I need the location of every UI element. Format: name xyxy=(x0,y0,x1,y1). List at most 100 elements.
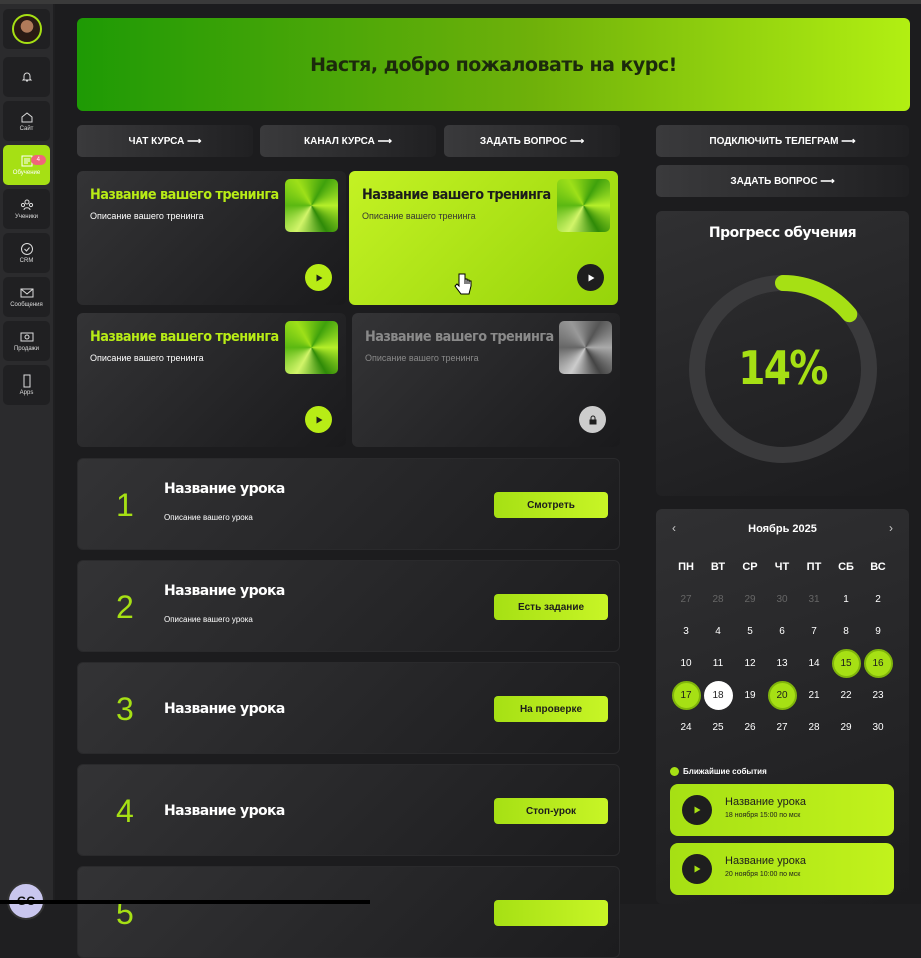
calendar-day[interactable]: 2 xyxy=(862,583,894,615)
calendar-day[interactable]: 7 xyxy=(798,615,830,647)
check-circle-icon xyxy=(20,243,33,255)
sidebar-item-money[interactable]: Продажи xyxy=(3,321,50,361)
day-number: 14 xyxy=(808,657,820,669)
progress-panel: Прогресс обучения 14% xyxy=(656,211,909,496)
calendar-day[interactable]: 1 xyxy=(830,583,862,615)
calendar-day[interactable]: 28 xyxy=(798,711,830,743)
day-number: 8 xyxy=(843,625,849,637)
day-number: 1 xyxy=(843,593,849,605)
sidebar-item-check-circle[interactable]: CRM xyxy=(3,233,50,273)
lesson-row[interactable]: 5 xyxy=(77,866,620,958)
home-icon xyxy=(21,112,32,123)
training-card[interactable]: Название вашего тренинга Описание вашего … xyxy=(352,313,620,447)
course-channel-button[interactable]: КАНАЛ КУРСА ⟶ xyxy=(260,125,436,157)
day-number: 28 xyxy=(712,593,724,605)
calendar-day[interactable]: 30 xyxy=(766,583,798,615)
calendar-day[interactable]: 16 xyxy=(862,647,894,679)
next-month-button[interactable]: › xyxy=(889,521,893,535)
lesson-action-button[interactable]: Стоп-урок xyxy=(494,798,608,824)
lesson-action-button[interactable]: На проверке xyxy=(494,696,608,722)
sidebar-item-label: Сайт xyxy=(19,126,34,132)
calendar-day[interactable]: 21 xyxy=(798,679,830,711)
calendar-day[interactable]: 11 xyxy=(702,647,734,679)
calendar-day[interactable]: 9 xyxy=(862,615,894,647)
sidebar-item-mail[interactable]: Сообщения xyxy=(3,277,50,317)
play-button[interactable] xyxy=(682,795,712,825)
play-icon xyxy=(316,416,322,423)
training-card[interactable]: Название вашего тренинга Описание вашего … xyxy=(77,171,346,305)
progress-title: Прогресс обучения xyxy=(708,225,857,241)
calendar-day[interactable]: 22 xyxy=(830,679,862,711)
calendar-day[interactable]: 31 xyxy=(798,583,830,615)
lesson-row[interactable]: 4 Название урока Стоп-урок xyxy=(77,764,620,856)
events-title: Ближайшие события xyxy=(683,767,767,776)
calendar-day[interactable]: 25 xyxy=(702,711,734,743)
calendar-day[interactable]: 6 xyxy=(766,615,798,647)
day-number: 3 xyxy=(683,625,689,637)
calendar-day[interactable]: 8 xyxy=(830,615,862,647)
calendar-day[interactable]: 24 xyxy=(670,711,702,743)
lesson-row[interactable]: 2 Название урока Описание вашего урока Есть… xyxy=(77,560,620,652)
sidebar-item-home[interactable]: Сайт xyxy=(3,101,50,141)
prev-month-button[interactable]: ‹ xyxy=(672,521,676,535)
play-button[interactable] xyxy=(577,264,604,291)
connect-telegram-button[interactable]: ПОДКЛЮЧИТЬ ТЕЛЕГРАМ ⟶ xyxy=(656,125,909,157)
calendar-day[interactable]: 13 xyxy=(766,647,798,679)
calendar-day[interactable]: 14 xyxy=(798,647,830,679)
locked-button[interactable] xyxy=(579,406,606,433)
play-button[interactable] xyxy=(305,406,332,433)
day-number: 31 xyxy=(808,593,820,605)
training-card[interactable]: Название вашего тренинга Описание вашего … xyxy=(349,171,618,305)
calendar-day[interactable]: 20 xyxy=(766,679,798,711)
sidebar-item-users[interactable]: Ученики xyxy=(3,189,50,229)
calendar-day[interactable]: 29 xyxy=(734,583,766,615)
calendar-day[interactable]: 4 xyxy=(702,615,734,647)
progress-fill xyxy=(689,275,877,463)
play-button[interactable] xyxy=(682,854,712,884)
sidebar-item-phone[interactable]: Apps xyxy=(3,365,50,405)
day-number: 23 xyxy=(872,689,884,701)
sidebar-item-book[interactable]: Обучение 4 xyxy=(3,145,50,185)
calendar-day[interactable]: 23 xyxy=(862,679,894,711)
ask-question-button[interactable]: ЗАДАТЬ ВОПРОС ⟶ xyxy=(444,125,620,157)
events-heading: Ближайшие события xyxy=(670,767,767,776)
training-card[interactable]: Название вашего тренинга Описание вашего … xyxy=(77,313,346,447)
calendar-day[interactable]: 5 xyxy=(734,615,766,647)
lesson-row[interactable]: 3 Название урока На проверке xyxy=(77,662,620,754)
day-number: 27 xyxy=(680,593,692,605)
play-button[interactable] xyxy=(305,264,332,291)
profile-avatar[interactable] xyxy=(3,9,50,49)
day-number: 7 xyxy=(811,625,817,637)
sidebar-item-bell[interactable] xyxy=(3,57,50,97)
day-number: 10 xyxy=(680,657,692,669)
calendar-day[interactable]: 12 xyxy=(734,647,766,679)
lesson-action-button[interactable]: Есть задание xyxy=(494,594,608,620)
training-desc: Описание вашего тренинга xyxy=(90,353,204,363)
event-card[interactable]: Название урока 20 ноября 10:00 по мск xyxy=(670,843,894,895)
calendar-day[interactable]: 28 xyxy=(702,583,734,615)
calendar-day[interactable]: 18 xyxy=(702,679,734,711)
lesson-row[interactable]: 1 Название урока Описание вашего урока Смот… xyxy=(77,458,620,550)
mail-icon xyxy=(20,288,33,298)
weekday-label: ВТ xyxy=(710,561,726,573)
ask-question-button-right[interactable]: ЗАДАТЬ ВОПРОС ⟶ xyxy=(656,165,909,197)
money-icon xyxy=(20,332,33,342)
calendar-day[interactable]: 30 xyxy=(862,711,894,743)
calendar-day[interactable]: 15 xyxy=(830,647,862,679)
lesson-desc: Описание вашего урока xyxy=(164,513,253,522)
calendar-day[interactable]: 26 xyxy=(734,711,766,743)
weekday-label: СР xyxy=(742,561,758,573)
calendar-day[interactable]: 27 xyxy=(670,583,702,615)
sidebar: Сайт Обучение 4 Ученики CRM Сообщения Продажи A… xyxy=(0,4,53,920)
lesson-action-button[interactable]: Смотреть xyxy=(494,492,608,518)
course-chat-button[interactable]: ЧАТ КУРСА ⟶ xyxy=(77,125,253,157)
calendar-day[interactable]: 27 xyxy=(766,711,798,743)
calendar-day[interactable]: 17 xyxy=(670,679,702,711)
calendar-panel: ‹ Ноябрь 2025 › ПН ВТ СР ЧТ ПТ СБ ВС 27 28 29 30 31… xyxy=(656,509,909,904)
calendar-day[interactable]: 19 xyxy=(734,679,766,711)
calendar-day[interactable]: 29 xyxy=(830,711,862,743)
calendar-day[interactable]: 3 xyxy=(670,615,702,647)
event-card[interactable]: Название урока 18 ноября 15:00 по мск xyxy=(670,784,894,836)
calendar-day[interactable]: 10 xyxy=(670,647,702,679)
weekday-label: ПТ xyxy=(806,561,822,573)
